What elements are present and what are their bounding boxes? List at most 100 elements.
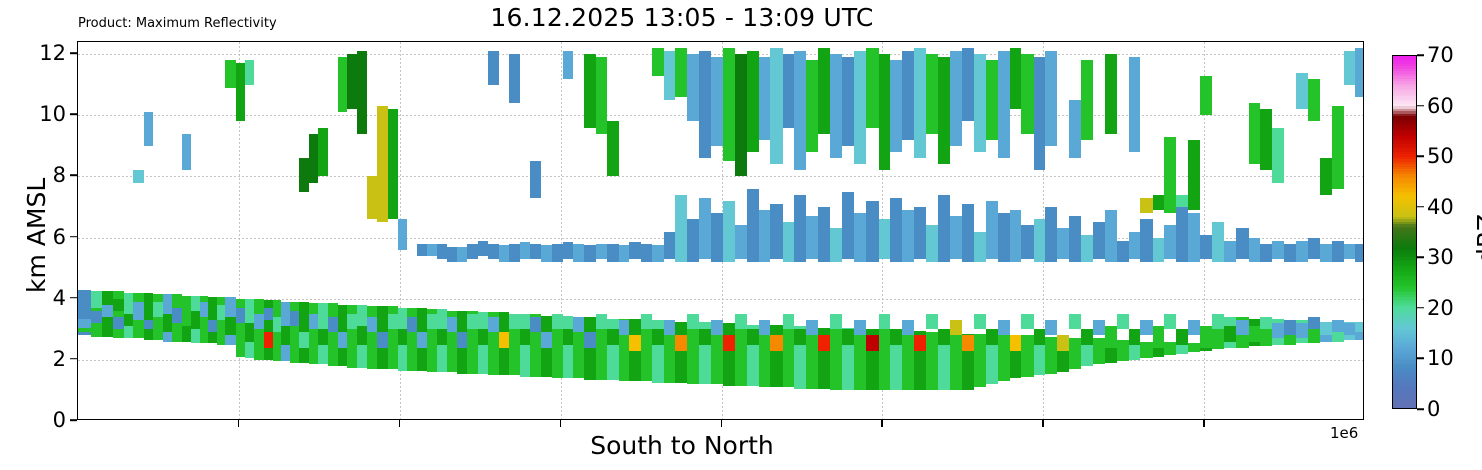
reflectivity-segment — [113, 317, 124, 330]
reflectivity-segment — [509, 314, 521, 330]
reflectivity-segment — [1140, 197, 1153, 214]
reflectivity-segment — [153, 301, 163, 318]
reflectivity-segment — [1045, 320, 1058, 336]
reflectivity-segment — [584, 317, 596, 380]
reflectivity-segment — [254, 314, 264, 330]
reflectivity-segment — [1152, 237, 1165, 263]
reflectivity-segment — [1068, 338, 1082, 370]
reflectivity-segment — [1021, 314, 1034, 330]
reflectivity-profile-column — [770, 42, 783, 419]
reflectivity-segment — [1033, 336, 1046, 376]
colorbar-tick-label: 20 — [1427, 295, 1454, 320]
reflectivity-segment — [1260, 243, 1273, 263]
reflectivity-segment — [541, 245, 552, 263]
reflectivity-segment — [902, 330, 914, 391]
reflectivity-segment — [962, 48, 974, 122]
y-tick-label: 0 — [52, 408, 66, 432]
reflectivity-segment — [467, 314, 478, 330]
reflectivity-segment — [1248, 103, 1261, 165]
colorbar-band — [1393, 252, 1416, 256]
reflectivity-segment — [337, 332, 347, 348]
reflectivity-segment — [949, 332, 963, 391]
colorbar-band — [1393, 400, 1416, 404]
colorbar-tick-mark — [1417, 408, 1424, 410]
reflectivity-profile-column — [1188, 42, 1201, 419]
reflectivity-segment — [387, 306, 398, 370]
reflectivity-profile-column — [866, 42, 879, 419]
colorbar-band — [1393, 171, 1416, 175]
reflectivity-segment — [1224, 240, 1236, 263]
reflectivity-segment — [926, 225, 939, 263]
reflectivity-segment — [477, 329, 488, 345]
reflectivity-segment — [102, 304, 114, 318]
reflectivity-segment — [78, 326, 91, 333]
colorbar-band — [1393, 61, 1416, 65]
colorbar-band — [1393, 277, 1416, 281]
reflectivity-profile-column — [216, 42, 226, 419]
colorbar-band — [1393, 211, 1416, 216]
reflectivity-profile-column — [498, 42, 510, 419]
reflectivity-profile-column — [299, 42, 309, 419]
reflectivity-profile-column — [1283, 42, 1297, 419]
reflectivity-segment — [290, 301, 300, 363]
colorbar-label: dBZ — [1472, 213, 1482, 264]
reflectivity-profile-column — [447, 42, 457, 419]
reflectivity-segment — [1248, 237, 1261, 263]
reflectivity-profile-column — [926, 42, 939, 419]
colorbar-band — [1393, 126, 1416, 130]
reflectivity-profile-column — [346, 42, 357, 419]
reflectivity-segment — [926, 54, 939, 134]
colorbar-tick-mark — [1417, 256, 1424, 259]
reflectivity-profile-column — [711, 42, 723, 419]
reflectivity-segment — [1045, 51, 1058, 146]
reflectivity-segment — [629, 335, 642, 351]
colorbar-band — [1393, 118, 1416, 123]
colorbar-band — [1393, 244, 1416, 248]
reflectivity-profile-column — [663, 42, 676, 419]
reflectivity-segment — [467, 243, 478, 259]
reflectivity-segment — [949, 216, 963, 259]
reflectivity-segment — [652, 245, 664, 263]
reflectivity-profile-column — [78, 42, 91, 419]
reflectivity-segment — [1283, 243, 1297, 263]
reflectivity-profile-column — [687, 42, 699, 419]
reflectivity-segment — [1081, 329, 1093, 345]
reflectivity-segment — [530, 314, 542, 377]
reflectivity-segment — [498, 332, 510, 348]
reflectivity-segment — [1176, 200, 1189, 263]
reflectivity-segment — [782, 222, 795, 263]
reflectivity-segment — [281, 326, 291, 345]
reflectivity-profile-column — [171, 42, 182, 419]
reflectivity-segment — [629, 242, 642, 259]
reflectivity-profile-column — [962, 42, 974, 419]
colorbar-band — [1393, 166, 1416, 170]
reflectivity-profile-column — [487, 42, 499, 419]
reflectivity-segment — [663, 320, 676, 336]
colorbar-band — [1393, 264, 1416, 268]
colorbar-band — [1393, 68, 1416, 72]
reflectivity-profile-column — [1092, 42, 1106, 419]
colorbar-band — [1393, 204, 1416, 208]
colorbar-band — [1393, 304, 1416, 309]
x-tick-mark — [881, 420, 883, 427]
reflectivity-segment — [487, 51, 499, 85]
reflectivity-segment — [1164, 314, 1177, 330]
reflectivity-segment — [551, 243, 563, 263]
reflectivity-segment — [806, 320, 819, 336]
reflectivity-segment — [1128, 231, 1141, 259]
reflectivity-segment — [356, 51, 367, 134]
reflectivity-profile-column — [618, 42, 630, 419]
reflectivity-profile-column — [1355, 42, 1363, 419]
y-tick-label: 8 — [52, 163, 66, 188]
reflectivity-segment — [1296, 72, 1308, 110]
reflectivity-segment — [1009, 335, 1022, 379]
gridline-vertical — [1204, 42, 1206, 419]
reflectivity-profile-column — [1057, 42, 1069, 419]
colorbar-band — [1393, 189, 1416, 193]
gridline-horizontal — [78, 176, 1363, 178]
reflectivity-segment — [938, 329, 950, 345]
colorbar-band — [1393, 355, 1416, 359]
colorbar-band — [1393, 116, 1416, 120]
reflectivity-segment — [973, 314, 986, 330]
